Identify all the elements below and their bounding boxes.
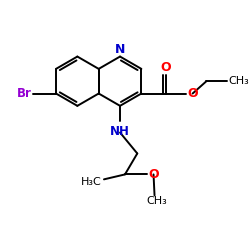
Text: Br: Br [16, 87, 31, 100]
Text: CH₃: CH₃ [228, 76, 249, 86]
Text: O: O [161, 61, 171, 74]
Text: N: N [115, 43, 125, 56]
Text: H₃C: H₃C [80, 177, 101, 187]
Text: O: O [148, 168, 159, 181]
Text: NH: NH [110, 125, 130, 138]
Text: CH₃: CH₃ [146, 196, 167, 206]
Text: O: O [187, 87, 198, 100]
